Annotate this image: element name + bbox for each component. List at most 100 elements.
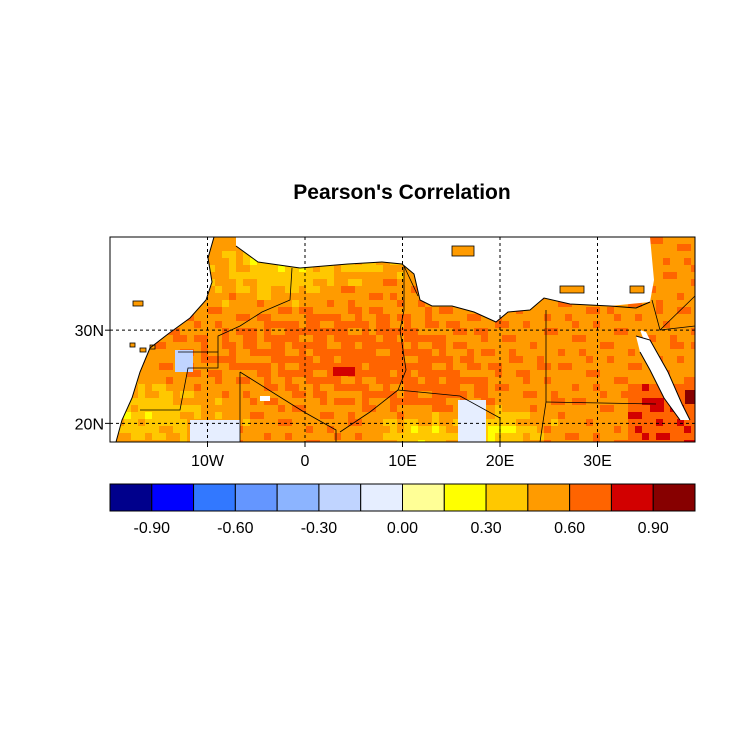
correlation-cell — [614, 335, 622, 343]
correlation-cell — [544, 328, 552, 336]
correlation-cell — [446, 412, 454, 420]
correlation-cell — [684, 237, 692, 245]
correlation-cell — [313, 307, 321, 315]
correlation-cell — [607, 363, 615, 371]
colorbar-label: 0.30 — [471, 520, 502, 537]
correlation-cell — [446, 419, 454, 427]
correlation-cell — [558, 377, 566, 385]
correlation-cell — [285, 265, 293, 273]
correlation-cell — [418, 405, 426, 413]
correlation-cell — [320, 300, 328, 308]
correlation-cell — [684, 307, 692, 315]
correlation-cell — [586, 363, 594, 371]
correlation-cell — [628, 405, 636, 413]
correlation-cell — [565, 349, 573, 357]
correlation-cell — [369, 321, 377, 329]
correlation-cell — [348, 349, 356, 357]
correlation-cell — [124, 440, 132, 442]
correlation-cell — [439, 391, 447, 399]
correlation-cell — [243, 377, 251, 385]
correlation-cell — [614, 356, 622, 364]
correlation-cell — [572, 314, 580, 322]
correlation-cell — [131, 426, 139, 434]
correlation-cell — [600, 384, 608, 392]
correlation-cell — [614, 440, 622, 442]
correlation-cell — [649, 419, 657, 427]
correlation-cell — [327, 440, 335, 442]
correlation-cell — [404, 405, 412, 413]
correlation-cell — [411, 384, 419, 392]
correlation-cell — [656, 307, 664, 315]
colorbar-swatch — [234, 483, 278, 512]
correlation-cell — [299, 363, 307, 371]
correlation-cell — [530, 342, 538, 350]
correlation-cell — [166, 440, 174, 442]
correlation-cell — [341, 433, 349, 441]
correlation-cell — [474, 384, 482, 392]
correlation-cell — [369, 398, 377, 406]
correlation-cell — [691, 335, 695, 343]
correlation-cell — [264, 391, 272, 399]
correlation-cell — [691, 405, 695, 413]
correlation-cell — [271, 405, 279, 413]
correlation-cell — [488, 426, 496, 434]
correlation-cell — [425, 440, 433, 442]
correlation-cell — [558, 349, 566, 357]
correlation-cell — [362, 314, 370, 322]
correlation-cell — [691, 279, 695, 287]
correlation-cell — [222, 279, 230, 287]
correlation-cell — [684, 342, 692, 350]
border-morocco-algeria — [217, 267, 293, 352]
correlation-cell — [292, 363, 300, 371]
correlation-cell — [215, 363, 223, 371]
correlation-cell — [418, 335, 426, 343]
correlation-cell — [670, 251, 678, 259]
correlation-cell — [285, 426, 293, 434]
correlation-cell — [565, 391, 573, 399]
correlation-cell — [299, 314, 307, 322]
correlation-cell — [278, 342, 286, 350]
correlation-cell — [579, 335, 587, 343]
correlation-cell — [292, 370, 300, 378]
correlation-cell — [285, 356, 293, 364]
correlation-cell — [530, 419, 538, 427]
correlation-cell — [404, 377, 412, 385]
correlation-cell — [348, 384, 356, 392]
correlation-cell — [411, 405, 419, 413]
correlation-cell — [516, 419, 524, 427]
correlation-cell — [635, 363, 643, 371]
correlation-cell — [397, 363, 405, 371]
correlation-cell — [691, 384, 695, 392]
colorbar-swatch — [569, 483, 612, 512]
correlation-cell — [418, 391, 426, 399]
correlation-cell — [516, 433, 524, 441]
correlation-cell — [313, 279, 321, 287]
correlation-cell — [481, 342, 489, 350]
correlation-cell — [677, 349, 685, 357]
correlation-cell — [313, 272, 321, 280]
correlation-cell — [502, 342, 510, 350]
correlation-cell — [502, 426, 510, 434]
correlation-cell — [481, 349, 489, 357]
correlation-cell — [159, 433, 167, 441]
correlation-cell — [551, 398, 559, 406]
correlation-cell — [194, 321, 202, 329]
correlation-cell — [544, 419, 552, 427]
correlation-cell — [537, 349, 545, 357]
correlation-cell — [600, 314, 608, 322]
correlation-cell — [502, 398, 510, 406]
correlation-cell — [383, 265, 391, 273]
correlation-cell — [131, 405, 139, 413]
correlation-cell — [362, 440, 370, 442]
correlation-cell — [327, 286, 335, 294]
correlation-cell — [684, 356, 692, 364]
correlation-cell — [320, 265, 328, 273]
correlation-cell — [649, 377, 657, 385]
correlation-cell — [691, 244, 695, 252]
correlation-cell — [194, 384, 202, 392]
correlation-cell — [383, 384, 391, 392]
correlation-cell — [677, 426, 685, 434]
correlation-cell — [586, 328, 594, 336]
correlation-cell — [355, 265, 363, 273]
x-tick-label: 30E — [583, 453, 611, 470]
